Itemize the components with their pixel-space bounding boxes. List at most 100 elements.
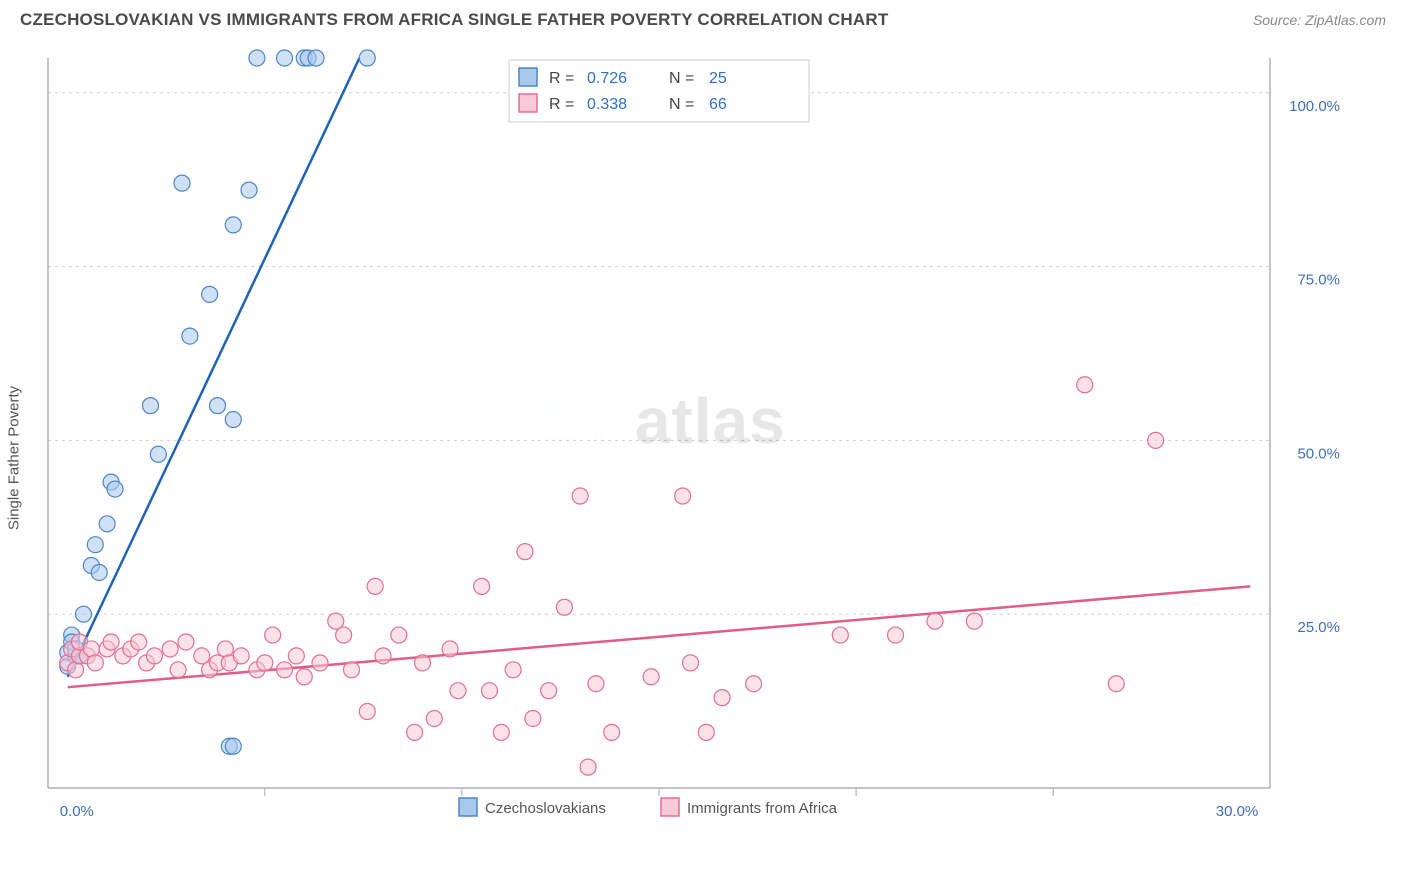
data-point — [344, 662, 360, 678]
data-point — [142, 398, 158, 414]
y-tick-label: 75.0% — [1297, 272, 1340, 289]
chart-area: Single Father Poverty 25.0%50.0%75.0%100… — [20, 44, 1386, 872]
data-point — [426, 710, 442, 726]
data-point — [359, 50, 375, 66]
legend-n-label: N = — [669, 70, 694, 87]
data-point — [505, 662, 521, 678]
source-label: Source: — [1253, 12, 1301, 28]
data-point — [288, 648, 304, 664]
data-point — [1077, 377, 1093, 393]
source-name: ZipAtlas.com — [1305, 12, 1386, 28]
legend-r-label: R = — [549, 70, 574, 87]
data-point — [367, 578, 383, 594]
data-point — [233, 648, 249, 664]
data-point — [572, 488, 588, 504]
data-point — [698, 724, 714, 740]
data-point — [580, 759, 596, 775]
trend-line — [68, 58, 360, 677]
legend-n-value: 66 — [709, 96, 727, 113]
data-point — [517, 544, 533, 560]
legend-n-label: N = — [669, 96, 694, 113]
data-point — [174, 175, 190, 191]
data-point — [414, 655, 430, 671]
data-point — [375, 648, 391, 664]
data-point — [277, 662, 293, 678]
data-point — [442, 641, 458, 657]
data-point — [927, 613, 943, 629]
data-point — [99, 516, 115, 532]
y-tick-label: 100.0% — [1289, 98, 1340, 115]
data-point — [1148, 432, 1164, 448]
legend-swatch — [661, 798, 679, 816]
legend-r-value: 0.338 — [587, 96, 627, 113]
data-point — [675, 488, 691, 504]
legend-swatch — [519, 94, 537, 112]
data-point — [746, 676, 762, 692]
data-point — [210, 398, 226, 414]
y-tick-label: 50.0% — [1297, 445, 1340, 462]
data-point — [556, 599, 572, 615]
data-point — [91, 564, 107, 580]
data-point — [225, 412, 241, 428]
data-point — [150, 446, 166, 462]
data-point — [107, 481, 123, 497]
data-point — [257, 655, 273, 671]
data-point — [87, 655, 103, 671]
data-point — [328, 613, 344, 629]
data-point — [162, 641, 178, 657]
data-point — [202, 286, 218, 302]
data-point — [103, 634, 119, 650]
source-attribution: Source: ZipAtlas.com — [1253, 12, 1386, 28]
data-point — [525, 710, 541, 726]
data-point — [87, 537, 103, 553]
data-point — [832, 627, 848, 643]
legend-series-label: Czechoslovakians — [485, 800, 606, 817]
data-point — [604, 724, 620, 740]
data-point — [265, 627, 281, 643]
data-point — [683, 655, 699, 671]
y-tick-label: 25.0% — [1297, 619, 1340, 636]
watermark: ZIPatlas — [532, 385, 785, 457]
trend-line — [68, 586, 1251, 687]
data-point — [391, 627, 407, 643]
legend-r-label: R = — [549, 96, 574, 113]
x-tick-label: 0.0% — [60, 803, 94, 820]
data-point — [541, 683, 557, 699]
data-point — [194, 648, 210, 664]
data-point — [481, 683, 497, 699]
data-point — [296, 669, 312, 685]
data-point — [474, 578, 490, 594]
data-point — [225, 738, 241, 754]
data-point — [131, 634, 147, 650]
x-tick-label: 30.0% — [1216, 803, 1259, 820]
data-point — [336, 627, 352, 643]
data-point — [178, 634, 194, 650]
data-point — [1108, 676, 1124, 692]
data-point — [308, 50, 324, 66]
scatter-chart: 25.0% 50.0% 75.0% 100.0% 0.0% 30.0% ZIPatlas R … — [20, 44, 1350, 836]
data-point — [643, 669, 659, 685]
data-point — [888, 627, 904, 643]
data-point — [75, 606, 91, 622]
data-point — [588, 676, 604, 692]
data-point — [170, 662, 186, 678]
data-point — [241, 182, 257, 198]
data-point — [966, 613, 982, 629]
data-point — [277, 50, 293, 66]
data-point — [249, 50, 265, 66]
legend-r-value: 0.726 — [587, 70, 627, 87]
data-point — [182, 328, 198, 344]
legend-swatch — [519, 68, 537, 86]
chart-title: CZECHOSLOVAKIAN VS IMMIGRANTS FROM AFRIC… — [20, 10, 888, 30]
data-point — [146, 648, 162, 664]
legend-swatch — [459, 798, 477, 816]
data-point — [359, 704, 375, 720]
data-point — [225, 217, 241, 233]
legend-n-value: 25 — [709, 70, 727, 87]
data-point — [493, 724, 509, 740]
data-point — [312, 655, 328, 671]
legend-series-label: Immigrants from Africa — [687, 800, 838, 817]
data-point — [450, 683, 466, 699]
data-point — [714, 690, 730, 706]
data-point — [407, 724, 423, 740]
